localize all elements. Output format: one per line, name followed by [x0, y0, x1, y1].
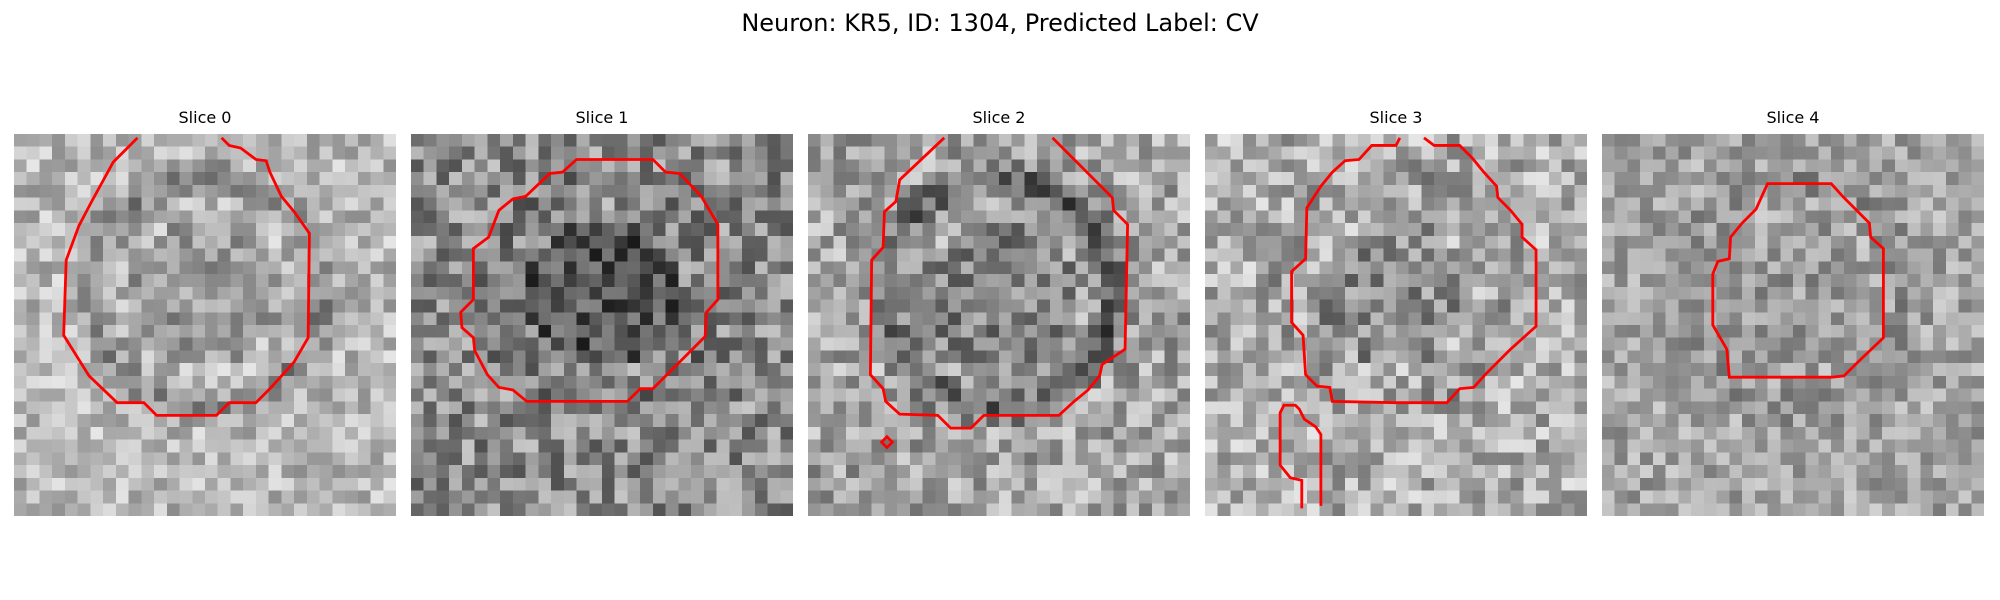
slice-title: Slice 0 [178, 108, 232, 127]
slice-title: Slice 1 [575, 108, 629, 127]
slice-panel-0: Slice 0 [14, 108, 396, 516]
slice-image [1602, 134, 1984, 516]
slice-panel-4: Slice 4 [1602, 108, 1984, 516]
slice-title: Slice 3 [1369, 108, 1423, 127]
slice-image [1205, 134, 1587, 516]
contour-fragment [1278, 403, 1323, 509]
slice-title: Slice 4 [1766, 108, 1820, 127]
slice-title: Slice 2 [972, 108, 1026, 127]
contour-speck [879, 434, 895, 450]
slice-panel-2: Slice 2 [808, 108, 1190, 516]
slice-image [808, 134, 1190, 516]
slice-panel-1: Slice 1 [411, 108, 793, 516]
contour-outline [868, 136, 1130, 430]
slice-image [14, 134, 396, 516]
slice-image [411, 134, 793, 516]
contour-outline [1290, 136, 1538, 405]
slice-panel-3: Slice 3 [1205, 108, 1587, 516]
contour-outline [1711, 182, 1885, 379]
contour-outline [459, 158, 720, 403]
figure-title: Neuron: KR5, ID: 1304, Predicted Label: … [741, 9, 1259, 37]
contour-outline [62, 136, 311, 417]
